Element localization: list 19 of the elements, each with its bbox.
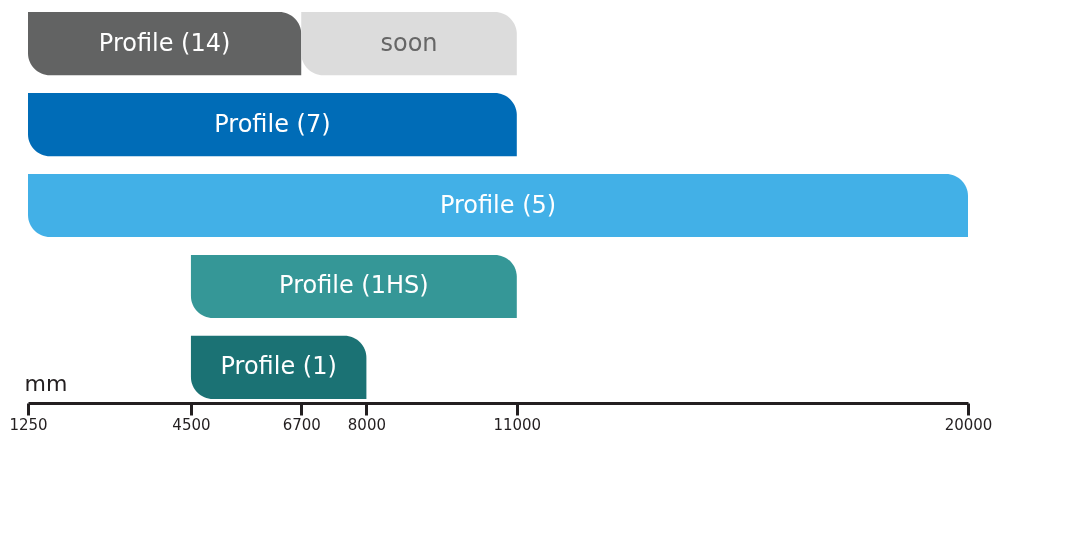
bar [190,335,367,399]
bar [28,92,517,157]
bar [301,12,517,76]
bar [28,12,302,76]
x-tick-label: 8000 [347,415,386,434]
y-tick-label: Profile (7) [214,109,331,138]
x-tick-label: 1250 [9,415,48,434]
bar [190,254,517,319]
x-tick-label: 11000 [493,415,542,434]
series-label: soon [380,28,438,57]
x-tick-label: 4500 [172,415,211,434]
bar [28,173,968,238]
y-tick-label: Profile (14) [98,28,231,57]
y-tick-label: Profile (1HS) [279,271,429,300]
x-axis-title: mm [24,370,68,396]
x-tick-label: 20000 [944,415,993,434]
y-tick-label: Profile (5) [439,190,557,219]
x-tick-label: 6700 [282,415,321,434]
y-tick-label: Profile (1) [220,352,337,381]
